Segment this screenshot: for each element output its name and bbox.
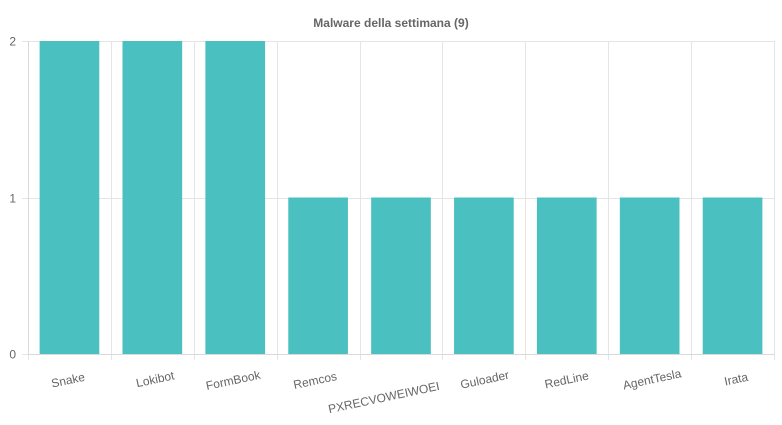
bar-agenttesla[interactable] bbox=[619, 197, 680, 355]
x-tick-label: PXRECVOWEIWOEI bbox=[327, 379, 441, 416]
bar-irata[interactable] bbox=[702, 197, 763, 355]
x-tick-label: Irata bbox=[723, 370, 750, 389]
bar-formbook[interactable] bbox=[205, 41, 266, 354]
axes bbox=[28, 41, 774, 355]
bar-guloader[interactable] bbox=[454, 197, 514, 355]
y-tick-label: 1 bbox=[9, 192, 16, 206]
bar-pxrecvoweiwoei[interactable] bbox=[371, 197, 431, 355]
x-tick-label: FormBook bbox=[205, 368, 263, 393]
bar-lokibot[interactable] bbox=[122, 41, 183, 354]
bar-remcos[interactable] bbox=[288, 197, 348, 355]
x-tick-label: Guloader bbox=[459, 368, 510, 392]
chart-title: Malware della settimana (9) bbox=[313, 16, 468, 30]
y-tick-label: 2 bbox=[9, 35, 16, 49]
x-tick-label: Lokibot bbox=[135, 368, 176, 390]
x-tick-label: Snake bbox=[50, 370, 87, 391]
x-tick-label: Remcos bbox=[292, 369, 338, 392]
x-tick-label: RedLine bbox=[543, 368, 590, 391]
bars bbox=[39, 41, 763, 355]
bar-redline[interactable] bbox=[536, 197, 597, 355]
y-tick-label: 0 bbox=[9, 348, 16, 362]
bar-snake[interactable] bbox=[39, 41, 100, 354]
x-tick-label: AgentTesla bbox=[622, 366, 683, 392]
